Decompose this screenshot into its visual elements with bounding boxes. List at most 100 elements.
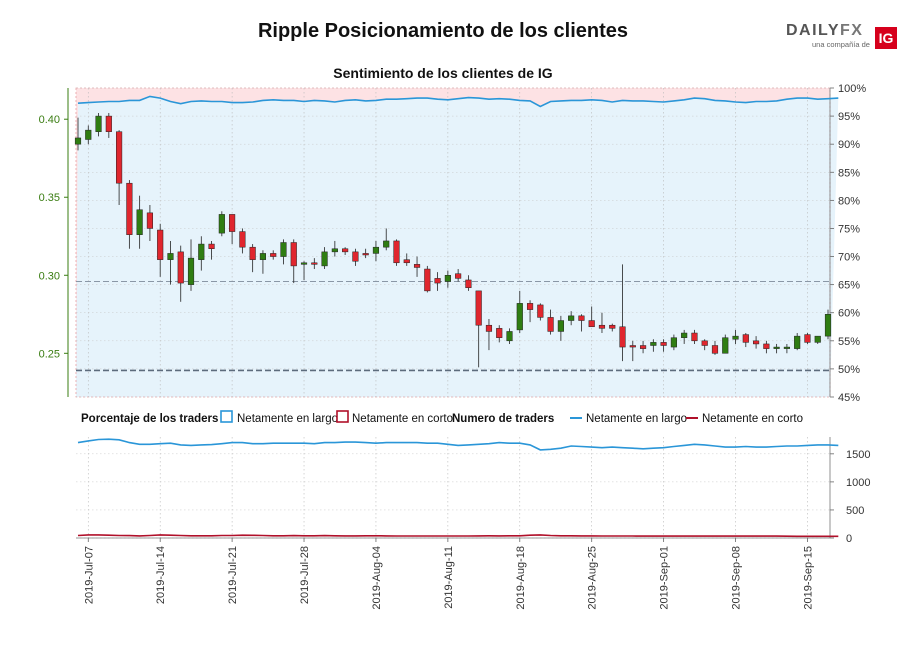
x-tick-label: 2019-Sep-08 — [731, 546, 743, 610]
candle-body — [537, 304, 544, 318]
candle-body — [753, 340, 760, 345]
candle-body — [711, 345, 719, 354]
traders-tick-label: 0 — [846, 533, 852, 545]
candle-body — [814, 335, 821, 343]
x-tick-label: 2019-Jul-21 — [227, 546, 239, 604]
candle-body — [783, 346, 790, 349]
candle-body — [187, 257, 195, 285]
candle-body — [547, 317, 554, 332]
traders-tick-label: 500 — [846, 505, 864, 517]
candle-body — [198, 243, 205, 260]
candle-body — [670, 337, 677, 348]
percent-tick-label: 80% — [838, 195, 860, 207]
candle-body — [167, 253, 174, 260]
candle-body — [516, 303, 523, 331]
percent-tick-label: 90% — [838, 139, 860, 151]
percent-tick-label: 95% — [838, 111, 860, 123]
candle-body — [74, 137, 82, 145]
candle-body — [146, 212, 153, 229]
candle-body — [660, 342, 667, 346]
candle-body — [239, 231, 246, 248]
legend-num-long: Netamente en largo — [586, 413, 687, 425]
candle-body — [578, 315, 585, 321]
candle-body — [331, 248, 338, 253]
x-tick-label: 2019-Aug-18 — [515, 546, 527, 610]
candle-body — [424, 268, 431, 292]
candle-body — [270, 253, 277, 257]
x-tick-label: 2019-Jul-14 — [155, 546, 167, 604]
percent-tick-label: 45% — [838, 392, 860, 404]
price-tick-label: 0.25 — [39, 348, 60, 360]
candle-body — [526, 303, 534, 310]
candle-body — [619, 326, 626, 348]
legend: Porcentaje de los traders Netamente en l… — [81, 410, 803, 425]
candle-body — [455, 273, 462, 279]
candle-body — [177, 251, 184, 284]
net-short-traders-line — [77, 534, 839, 538]
candle-body — [208, 243, 215, 249]
legend-pct-title: Porcentaje de los traders — [81, 413, 218, 425]
percent-tick-label: 85% — [838, 167, 860, 179]
candle-body — [413, 264, 421, 268]
legend-pct-short: Netamente en corto — [352, 413, 453, 425]
candle-body — [763, 343, 770, 349]
price-tick-label: 0.35 — [39, 192, 60, 204]
chart-subtitle: Sentimiento de los clientes de IG — [333, 65, 553, 81]
candle-body — [85, 129, 92, 140]
candle-body — [701, 340, 708, 346]
candle-body — [773, 346, 780, 349]
percent-tick-label: 50% — [838, 364, 860, 376]
candle-body — [804, 334, 811, 343]
price-panel: 45% 50% 55% 60% 65% 70% 75% 80% 85% 90% 95% 100% 0.2… — [39, 83, 867, 404]
candle-body — [609, 324, 616, 329]
candle-body — [568, 315, 575, 321]
candle-body — [465, 279, 472, 289]
candle-body — [126, 182, 133, 235]
candle-body — [383, 240, 390, 248]
traders-panel: 0 500 1000 1500 — [76, 437, 870, 545]
candle-body — [136, 209, 143, 235]
percent-tick-label: 75% — [838, 223, 860, 235]
candle-body — [300, 262, 308, 265]
traders-tick-label: 1500 — [846, 449, 870, 461]
percent-tick-label: 100% — [838, 83, 866, 95]
candle-body — [588, 320, 595, 328]
legend-num-short: Netamente en corto — [702, 413, 803, 425]
candle-body — [598, 324, 606, 329]
candle-body — [639, 345, 647, 349]
dailyfx-logo: DAILYFX una compañía de IG — [786, 22, 898, 52]
candle-body — [824, 314, 832, 337]
candle-body — [372, 246, 380, 254]
traders-tick-label: 1000 — [846, 477, 870, 489]
legend-num-title: Numero de traders — [452, 413, 554, 425]
candle-body — [311, 262, 318, 265]
candle-body — [732, 335, 739, 340]
candle-body — [681, 332, 688, 338]
chart-title: Ripple Posicionamiento de los clientes — [257, 20, 629, 42]
candle-body — [290, 242, 297, 267]
candle-body — [280, 242, 287, 257]
candle-body — [722, 337, 729, 354]
logo-brand: DAILYFX — [786, 22, 864, 39]
net-long-percent-line — [77, 95, 839, 108]
price-tick-label: 0.40 — [39, 114, 60, 126]
candle-body — [321, 251, 328, 267]
candle-body — [342, 248, 349, 253]
candle-body — [485, 324, 493, 332]
price-tick-label: 0.30 — [39, 270, 60, 282]
legend-pct-long-swatch — [220, 410, 233, 423]
percent-tick-label: 55% — [838, 336, 860, 348]
candle-body — [506, 331, 513, 342]
percent-tick-label: 60% — [838, 308, 860, 320]
x-tick-label: 2019-Aug-25 — [587, 546, 599, 610]
candle-body — [95, 115, 102, 132]
candle-body — [794, 335, 801, 349]
candle-body — [650, 342, 657, 346]
logo-subtitle: una compañía de — [812, 40, 870, 49]
candle-body — [393, 240, 400, 264]
x-tick-label: 2019-Aug-11 — [443, 546, 455, 609]
candle-body — [557, 320, 564, 332]
x-tick-label: 2019-Sep-15 — [802, 546, 814, 610]
candle-body — [249, 246, 256, 260]
percent-tick-label: 70% — [838, 252, 860, 264]
